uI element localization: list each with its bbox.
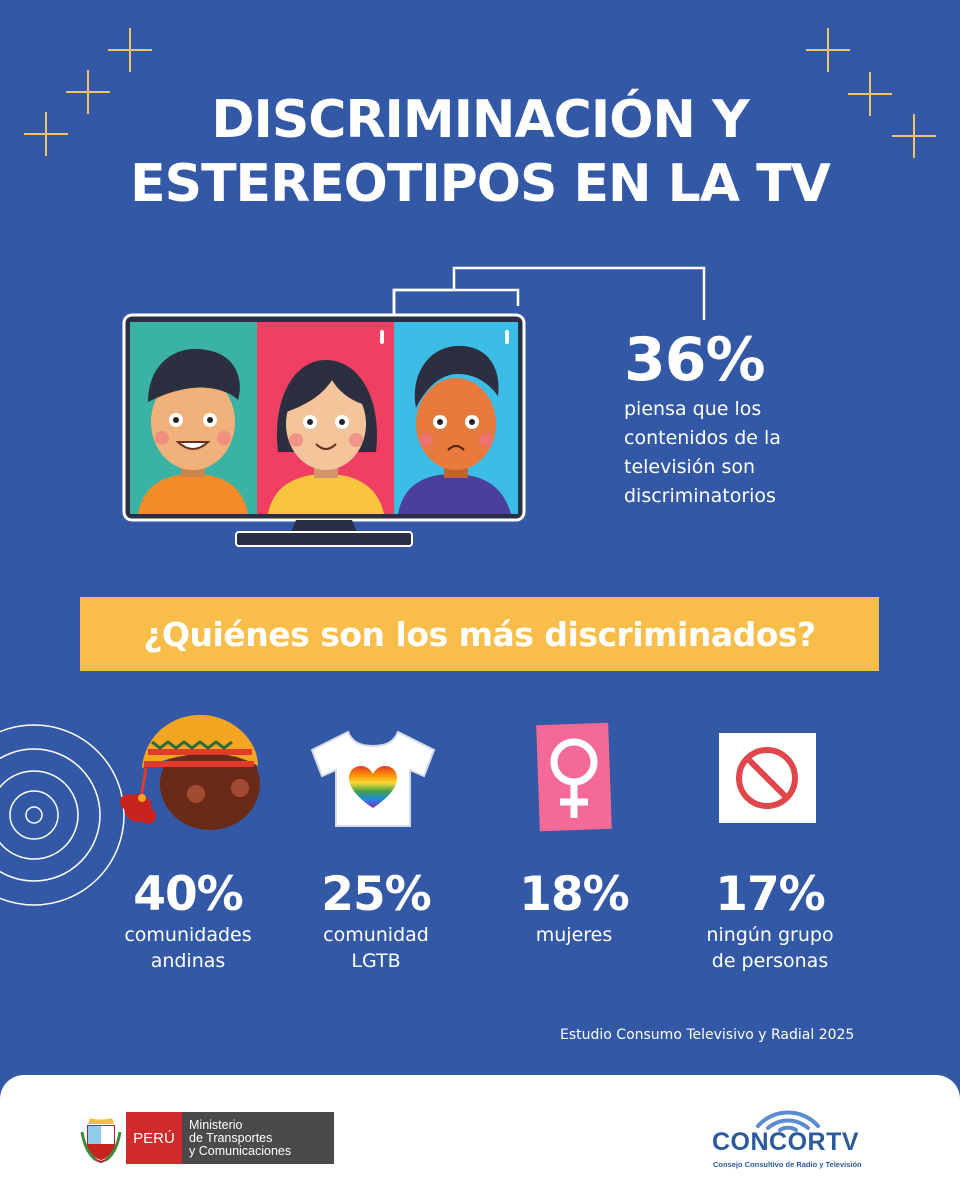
group-label-line-2: LGTB [351,950,401,972]
group-label-line-1: comunidad [323,924,429,946]
ministry-line-2: de Transportes [189,1131,273,1145]
sparkle-decorations [24,28,936,158]
group-percentage: 17% [715,867,826,922]
group-percentage: 40% [133,867,244,922]
peru-label: PERÚ [126,1112,182,1164]
group-label-line-2: andinas [150,950,226,972]
ministry-line-3: y Comunicaciones [189,1144,292,1158]
group-percentage: 25% [321,867,432,922]
female-symbol-icon [536,722,612,832]
peru-coat-of-arms-icon [80,1118,122,1164]
signal-waves-icon [756,1110,820,1132]
ministry-line-1: Ministerio [189,1118,243,1132]
group-label: ningún grupo de personas [690,922,850,974]
ministry-logo-text: Ministerio de Transportes y Comunicacion… [182,1112,334,1164]
group-label: mujeres [494,922,654,948]
group-label-line-1: mujeres [535,924,613,946]
prohibited-icon [719,733,816,823]
question-text: ¿Quiénes son los más discriminados? [143,614,816,654]
source-citation: Estudio Consumo Televisivo y Radial 2025 [560,1027,855,1043]
andean-person-icon [120,714,260,830]
headline-percentage: 36% [624,325,766,395]
tv-illustration [122,266,706,547]
group-label: comunidad LGTB [296,922,456,974]
question-banner: ¿Quiénes son los más discriminados? [80,597,879,671]
concortv-subtitle: Consejo Consultivo de Radio y Televisión [713,1160,862,1169]
group-label-line-2: de personas [711,950,829,972]
group-label-line-1: comunidades [124,924,252,946]
title-line-2: ESTEREOTIPOS EN LA TV [130,154,831,214]
concortv-logo: CONCORTV [712,1128,860,1156]
group-percentage: 18% [519,867,630,922]
title-line-1: DISCRIMINACIÓN Y [211,90,749,150]
page-title: DISCRIMINACIÓN Y ESTEREOTIPOS EN LA TV [0,88,960,216]
concentric-rings-decoration [0,724,125,906]
headline-description: piensa que los contenidos de la televisi… [624,398,781,507]
group-label: comunidades andinas [108,922,268,974]
group-label-line-1: ningún grupo [706,924,834,946]
rainbow-heart-tshirt-icon [310,730,436,827]
